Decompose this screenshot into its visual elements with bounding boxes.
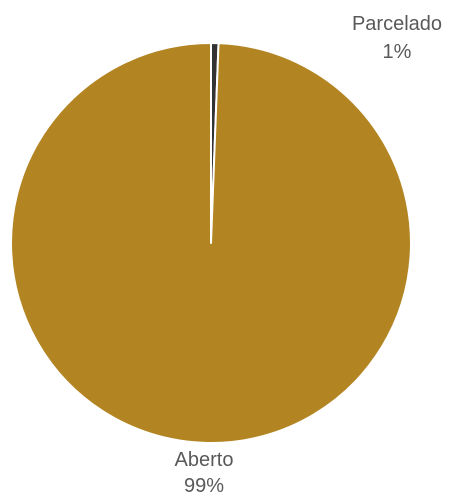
slice-label-parcelado-name: Parcelado [352, 13, 442, 35]
slice-label-aberto-name: Aberto [175, 449, 234, 471]
pie-slices [10, 42, 413, 444]
slice-label-parcelado-percent: 1% [383, 41, 412, 63]
pie-data-labels: Parcelado 1% Aberto 99% [175, 13, 443, 494]
pie-slice-aberto [10, 42, 413, 444]
slice-label-aberto-percent: 99% [184, 475, 224, 494]
